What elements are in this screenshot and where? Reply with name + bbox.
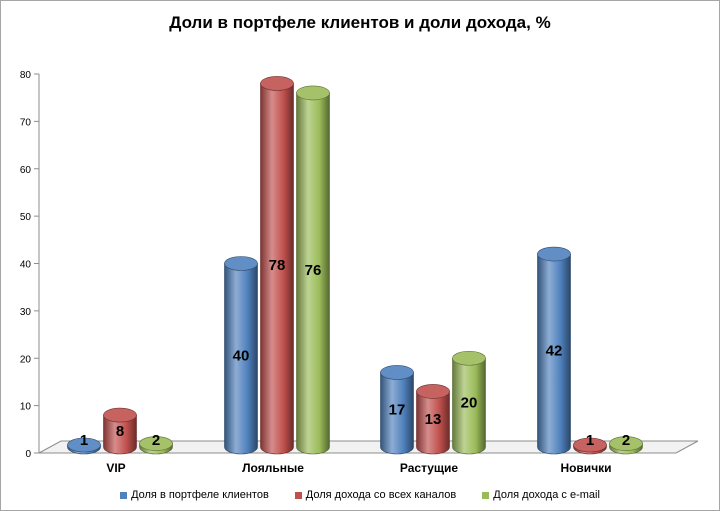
bar-value-label: 78 xyxy=(269,257,286,274)
bar-top xyxy=(609,436,643,451)
bar-body xyxy=(260,83,294,455)
bar-body xyxy=(537,253,571,455)
y-tick-label: 70 xyxy=(20,117,32,128)
bar-body xyxy=(416,391,450,455)
y-tick-label: 50 xyxy=(20,212,32,223)
bar-cylinder xyxy=(452,350,486,455)
bar-value-label: 1 xyxy=(586,432,594,449)
bar-top xyxy=(380,365,414,380)
bar-body xyxy=(103,414,137,455)
legend-label-series-3: Доля дохода с e-mail xyxy=(493,489,600,501)
bar-value-label: 2 xyxy=(152,432,160,449)
x-category-label: Растущие xyxy=(400,461,459,475)
legend-swatch-series-2 xyxy=(294,491,302,499)
legend-swatch-series-1 xyxy=(120,491,128,499)
bar-cylinder xyxy=(609,436,643,455)
bar-cylinder xyxy=(380,365,414,455)
bar-value-label: 40 xyxy=(233,347,250,364)
bar-body xyxy=(452,357,486,455)
bar-value-label: 8 xyxy=(116,423,124,440)
bar-top xyxy=(67,437,101,453)
bar-top xyxy=(537,246,571,262)
bar-value-label: 1 xyxy=(80,432,88,449)
chart-title: Доли в портфеле клиентов и доли дохода, … xyxy=(169,13,551,32)
bar-cylinder xyxy=(139,436,173,455)
bar-top xyxy=(224,256,258,271)
x-category-label: Новички xyxy=(560,461,611,475)
bar-cylinder xyxy=(260,76,294,455)
x-category-label: VIP xyxy=(106,461,125,475)
bar-cylinder xyxy=(224,256,258,455)
y-tick-label: 60 xyxy=(20,165,32,176)
bar-body xyxy=(296,92,330,455)
bar-value-label: 17 xyxy=(389,402,406,419)
bar-top xyxy=(452,350,486,366)
labels-layer: VIP Лояльные Растущие Новички 1 8 2 40 78 76 17 13 2… xyxy=(80,257,630,475)
y-tick-label: 80 xyxy=(20,70,32,81)
bar-body xyxy=(224,263,258,455)
bar-value-label: 76 xyxy=(305,262,322,279)
bar-top xyxy=(103,407,137,423)
legend-swatch-series-3 xyxy=(482,491,490,499)
bar-top xyxy=(139,436,173,451)
bar-cylinder xyxy=(537,246,571,455)
y-tick-label: 10 xyxy=(20,402,32,413)
bar-cylinder xyxy=(103,407,137,455)
bar-value-label: 20 xyxy=(461,395,478,412)
y-tick-label: 30 xyxy=(20,307,32,318)
legend-item-series-3: Доля дохода с e-mail xyxy=(482,489,600,501)
bar-top xyxy=(416,384,450,399)
x-category-label: Лояльные xyxy=(242,461,304,475)
y-tick-label: 0 xyxy=(25,449,31,460)
bar-top xyxy=(260,76,294,91)
bar-top xyxy=(573,437,607,453)
legend-item-series-1: Доля в портфеле клиентов xyxy=(120,489,269,501)
y-tick-label: 40 xyxy=(20,260,32,271)
y-tick-label: 20 xyxy=(20,354,32,365)
bar-body xyxy=(380,372,414,455)
bar-cylinder xyxy=(573,437,607,455)
bar-cylinder xyxy=(67,437,101,455)
legend: Доля в портфеле клиентов Доля дохода со … xyxy=(1,489,719,501)
bar-value-label: 13 xyxy=(425,411,442,428)
legend-label-series-1: Доля в портфеле клиентов xyxy=(131,489,269,501)
legend-label-series-2: Доля дохода со всех каналов xyxy=(305,489,457,501)
legend-item-series-2: Доля дохода со всех каналов xyxy=(294,489,457,501)
bar-top xyxy=(296,85,330,101)
bar-value-label: 42 xyxy=(546,343,563,360)
bar-cylinder xyxy=(296,85,330,455)
bar-cylinder xyxy=(416,384,450,455)
bar-value-label: 2 xyxy=(622,432,630,449)
bars-layer xyxy=(67,76,643,455)
axis-layer: 0 10 20 30 40 50 60 70 80 xyxy=(20,70,699,460)
